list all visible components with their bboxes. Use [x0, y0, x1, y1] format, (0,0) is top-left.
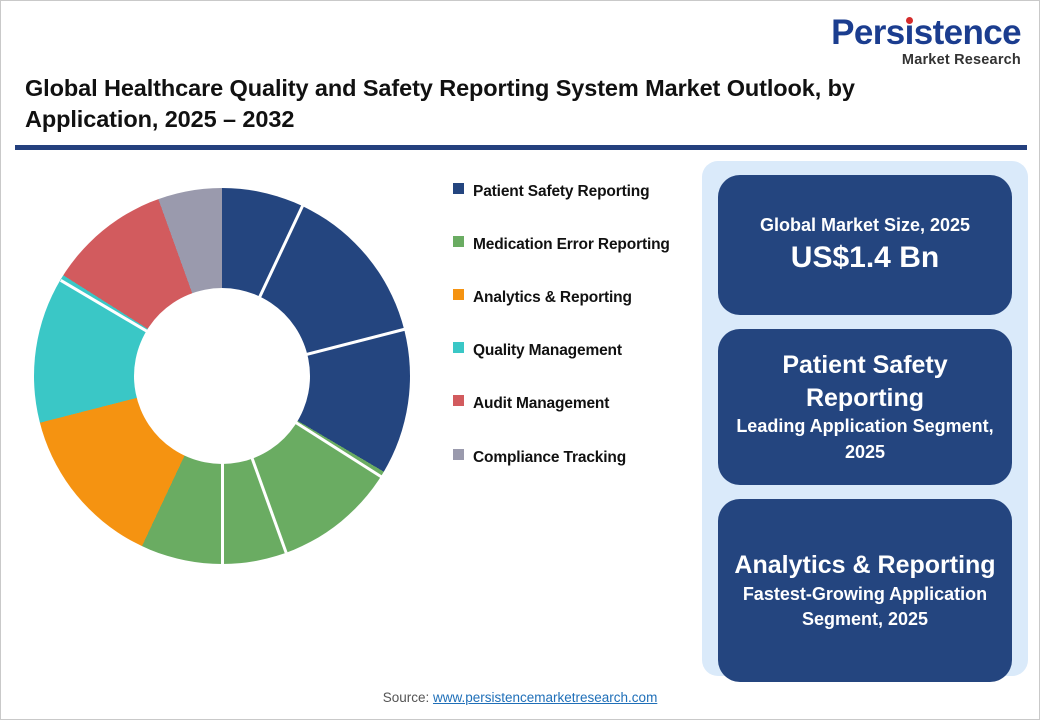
- stat-card-1-label: Global Market Size, 2025: [759, 214, 971, 235]
- legend-swatch-icon: [453, 448, 464, 460]
- legend-item-label: Audit Management: [473, 395, 610, 413]
- donut-center-hole: [134, 288, 310, 464]
- stat-card-1-value: US$1.4 Bn: [790, 241, 940, 275]
- donut-separator: [220, 376, 224, 564]
- brand-tagline: Market Research: [901, 52, 1021, 68]
- title-divider: [15, 145, 1027, 150]
- legend-swatch-icon: [453, 289, 464, 301]
- donut-chart: [34, 188, 410, 564]
- brand-logo: Persistence Market Research: [806, 13, 1022, 68]
- legend-item-label: Patient Safety Reporting: [473, 183, 650, 200]
- legend-swatch-icon: [453, 183, 464, 194]
- page-title: Global Healthcare Quality and Safety Rep…: [25, 75, 855, 133]
- stat-card-3-subtitle: Fastest-Growing Application Segment, 202…: [742, 583, 988, 629]
- legend-item-label: Compliance Tracking: [473, 448, 627, 466]
- stat-card-leading-segment: Patient Safety Reporting Leading Applica…: [718, 329, 1012, 485]
- stat-card-market-size: Global Market Size, 2025 US$1.4 Bn: [718, 175, 1012, 315]
- brand-name-text: Persistence: [831, 13, 1022, 52]
- legend-item-label: Analytics & Reporting: [473, 289, 632, 307]
- stat-card-2-subtitle: Leading Application Segment, 2025: [736, 416, 994, 462]
- brand-name: Persistence: [806, 13, 1022, 52]
- source-link[interactable]: www.persistencemarketresearch.com: [432, 690, 658, 705]
- legend-item[interactable]: Audit Management: [453, 391, 693, 416]
- legend-item-label: Quality Management: [473, 342, 622, 360]
- source-footer: Source: www.persistencemarketresearch.co…: [1, 690, 1039, 705]
- legend-item[interactable]: Quality Management: [453, 338, 693, 363]
- legend-swatch-icon: [453, 236, 464, 248]
- stat-card-3-title: Analytics & Reporting: [734, 551, 996, 580]
- legend-swatch-icon: [453, 395, 464, 407]
- stat-card-fastest-growing: Analytics & Reporting Fastest-Growing Ap…: [718, 499, 1012, 682]
- legend-item-label: Medication Error Reporting: [473, 236, 670, 254]
- legend-item[interactable]: Analytics & Reporting: [453, 285, 693, 310]
- legend-item[interactable]: Patient Safety Reporting: [453, 179, 693, 204]
- legend-item[interactable]: Compliance Tracking: [453, 445, 693, 470]
- source-label: Source:: [382, 690, 430, 705]
- stats-panel: Global Market Size, 2025 US$1.4 Bn Patie…: [702, 161, 1028, 682]
- brand-dot-icon: [906, 17, 913, 24]
- stat-card-2-title: Patient Safety Reporting: [782, 351, 948, 412]
- chart-legend: Patient Safety Reporting Medication Error…: [453, 179, 693, 498]
- legend-item[interactable]: Medication Error Reporting: [453, 232, 693, 257]
- legend-swatch-icon: [453, 342, 464, 354]
